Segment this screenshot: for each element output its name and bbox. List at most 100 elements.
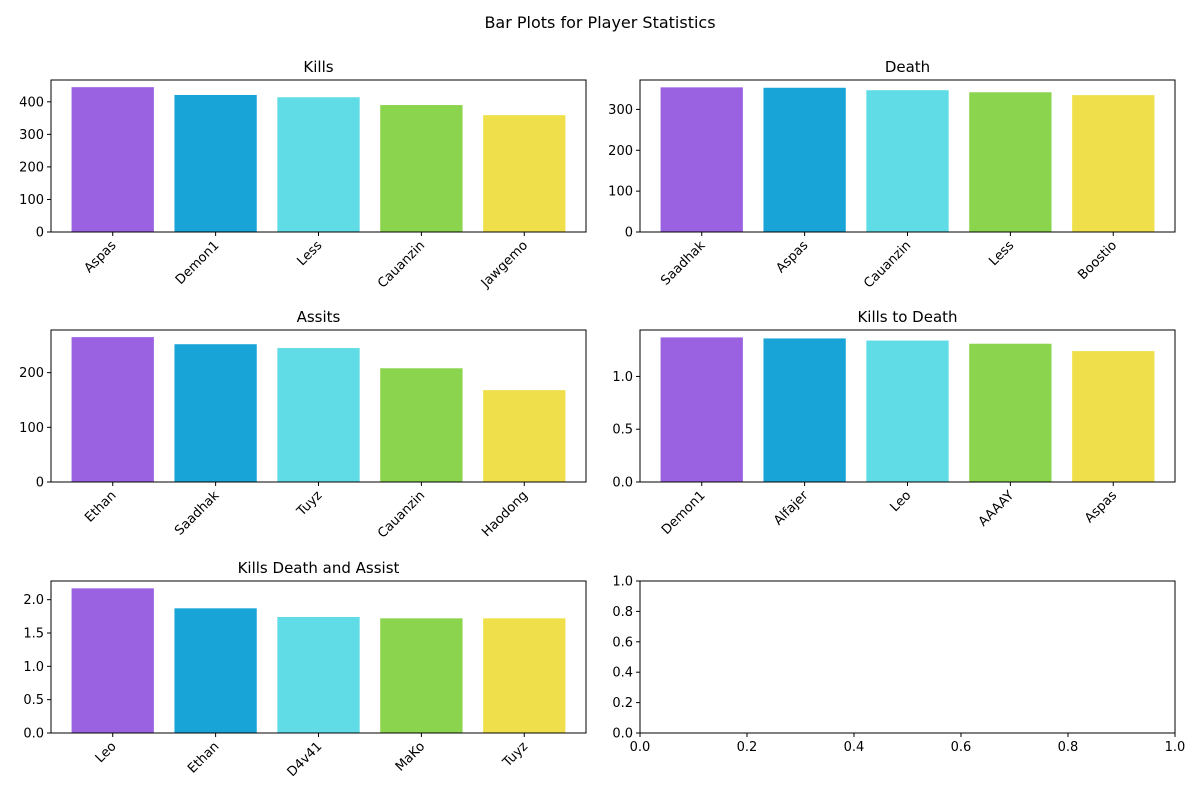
subplot-title: Kills xyxy=(303,58,333,76)
bar xyxy=(969,92,1052,233)
subplot-title: Kills to Death xyxy=(857,308,957,326)
axes-frame xyxy=(50,580,587,734)
x-tick-label: MaKo xyxy=(393,739,428,774)
bar xyxy=(71,588,154,733)
axes-frame xyxy=(50,79,587,233)
bar xyxy=(277,97,360,232)
x-tick-label: Haodong xyxy=(479,488,531,540)
y-tick-label: 1.0 xyxy=(612,575,633,590)
x-tick-label: Saadhak xyxy=(172,488,223,539)
bar xyxy=(277,348,360,482)
bar xyxy=(483,390,566,482)
subplot-2: Death Saadhak Aspas Cauanzin Less Boostio 0 100… xyxy=(608,58,1176,291)
x-tick-label: Cauanzin xyxy=(375,488,428,541)
x-tick-label: Less xyxy=(986,238,1017,269)
y-tick-label: 0.8 xyxy=(612,605,633,620)
x-tick-label: Saadhak xyxy=(658,238,709,289)
bar xyxy=(763,338,846,482)
x-tick-label: Leo xyxy=(887,488,914,515)
x-tick-label: 0.0 xyxy=(630,740,651,755)
x-tick-label: Leo xyxy=(93,739,120,766)
subplot-grid: Kills Aspas Demon1 Less Cauanzin Jawgemo 0 100 2… xyxy=(19,58,1185,780)
x-tick-label: Aspas xyxy=(82,238,120,276)
y-tick-label: 0.4 xyxy=(612,666,633,681)
y-tick-label: 400 xyxy=(19,95,44,110)
x-tick-label: 0.2 xyxy=(737,740,758,755)
subplot-4: Kills to Death Demon1 Alfajer Leo AAAAY Aspas… xyxy=(612,308,1176,538)
y-tick-label: 200 xyxy=(19,366,44,381)
y-tick-label: 0.0 xyxy=(23,727,44,742)
bar xyxy=(380,368,463,482)
y-tick-label: 0 xyxy=(36,476,44,491)
y-tick-label: 0.5 xyxy=(612,423,633,438)
bar xyxy=(660,87,743,233)
subplot-5: Kills Death and Assist Leo Ethan D4v41 MaKo T… xyxy=(23,559,587,780)
subplot-title: Death xyxy=(885,58,930,76)
bar xyxy=(174,608,257,733)
x-tick-label: Tuyz xyxy=(499,739,531,771)
subplot-6: 0.0 0.2 0.4 0.6 0.8 1.0 0.0 0.2 0.4 0.6 0.8 1.0 xyxy=(612,575,1185,756)
subplot-1: Kills Aspas Demon1 Less Cauanzin Jawgemo 0 100 2… xyxy=(19,58,587,291)
y-tick-label: 300 xyxy=(19,128,44,143)
y-tick-label: 1.0 xyxy=(612,370,633,385)
x-tick-label: Tuyz xyxy=(294,488,326,520)
bar xyxy=(380,618,463,733)
y-tick-label: 0.0 xyxy=(612,727,633,742)
x-tick-label: Boostio xyxy=(1075,238,1120,283)
bar xyxy=(380,105,463,232)
axes-frame xyxy=(50,329,587,483)
y-tick-label: 1.0 xyxy=(23,660,44,675)
bar xyxy=(174,344,257,482)
x-tick-label: Ethan xyxy=(82,488,119,525)
y-tick-label: 0 xyxy=(36,226,44,241)
axes-frame xyxy=(639,580,1176,734)
x-tick-label: Jawgemo xyxy=(478,238,531,291)
y-tick-label: 200 xyxy=(19,160,44,175)
y-tick-label: 100 xyxy=(19,421,44,436)
bar xyxy=(483,115,566,232)
y-tick-label: 0.0 xyxy=(612,476,633,491)
y-tick-label: 300 xyxy=(608,103,633,118)
x-tick-label: 1.0 xyxy=(1165,740,1186,755)
bar xyxy=(277,617,360,733)
subplot-title: Kills Death and Assist xyxy=(238,559,400,577)
y-tick-label: 0.2 xyxy=(612,696,633,711)
bar xyxy=(483,618,566,733)
bar xyxy=(71,87,154,232)
figure-title: Bar Plots for Player Statistics xyxy=(484,13,715,32)
x-tick-label: Demon1 xyxy=(659,488,709,538)
subplot-3: Assits Ethan Saadhak Tuyz Cauanzin Haodong 0 10… xyxy=(19,308,587,541)
x-tick-label: Less xyxy=(295,238,326,269)
bar xyxy=(866,90,949,232)
y-tick-label: 0 xyxy=(625,226,633,241)
bar xyxy=(763,87,846,232)
x-tick-label: Aspas xyxy=(1082,488,1120,526)
bar xyxy=(866,340,949,482)
y-tick-label: 2.0 xyxy=(23,593,44,608)
x-tick-label: D4v41 xyxy=(285,739,326,780)
x-tick-label: AAAAY xyxy=(976,488,1017,529)
axes-frame xyxy=(639,79,1176,233)
x-tick-label: Cauanzin xyxy=(375,238,428,291)
x-tick-label: 0.8 xyxy=(1058,740,1079,755)
subplot-title: Assits xyxy=(297,308,341,326)
x-tick-label: Aspas xyxy=(773,238,811,276)
x-tick-label: Cauanzin xyxy=(861,238,914,291)
x-tick-label: 0.4 xyxy=(844,740,865,755)
y-tick-label: 0.6 xyxy=(612,635,633,650)
y-tick-label: 100 xyxy=(608,185,633,200)
x-tick-label: Ethan xyxy=(185,739,222,776)
y-tick-label: 100 xyxy=(19,193,44,208)
bar xyxy=(660,337,743,482)
bar xyxy=(174,94,257,232)
y-tick-label: 1.5 xyxy=(23,627,44,642)
bar xyxy=(1072,351,1155,482)
y-tick-label: 0.5 xyxy=(23,693,44,708)
axes-frame xyxy=(639,329,1176,483)
bar xyxy=(71,337,154,482)
y-tick-label: 200 xyxy=(608,144,633,159)
bar xyxy=(969,343,1052,482)
x-tick-label: Demon1 xyxy=(173,238,223,288)
bar xyxy=(1072,95,1155,232)
